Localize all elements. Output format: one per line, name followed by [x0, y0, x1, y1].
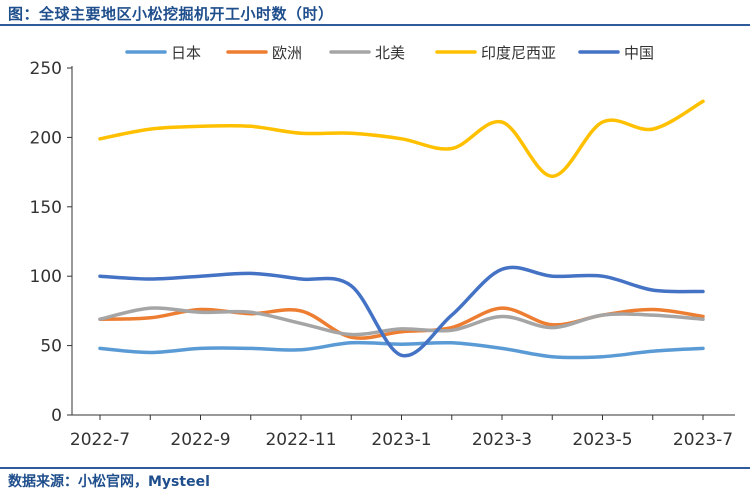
x-tick-labels: 2022-7 2022-9 2022-11 2023-1 2023-3 2023-5 202…: [70, 415, 733, 450]
x-tick-label: 2023-5: [572, 430, 632, 450]
legend-label: 欧洲: [272, 44, 302, 62]
legend-item-europe: 欧洲: [226, 44, 302, 62]
legend-item-indonesia: 印度尼西亚: [435, 44, 556, 62]
y-tick-label: 0: [51, 406, 62, 426]
legend-label: 日本: [171, 44, 201, 62]
figure-title: 图：全球主要地区小松挖掘机开工小时数（时）: [8, 5, 334, 23]
x-tick-label: 2023-7: [673, 430, 733, 450]
legend-label: 北美: [375, 44, 405, 62]
series-line-indonesia: [98, 99, 705, 179]
series-line-north-america: [98, 306, 705, 337]
x-tick-label: 2023-3: [472, 430, 532, 450]
y-tick-label: 200: [30, 128, 62, 148]
title-rule: [0, 24, 750, 26]
x-tick-label: 2022-11: [265, 430, 336, 450]
source-rule: [0, 467, 750, 469]
y-tick-label: 150: [30, 198, 62, 218]
y-tick-label: 250: [30, 59, 62, 79]
x-tick-label: 2022-9: [170, 430, 230, 450]
y-tick-label: 50: [40, 337, 62, 357]
y-tick-label: 100: [30, 267, 62, 287]
legend-label: 中国: [624, 44, 654, 62]
x-tick-label: 2023-1: [371, 430, 431, 450]
chart-legend: 日本 欧洲 北美 印度尼西亚 中国: [125, 44, 654, 62]
legend-item-north-america: 北美: [329, 44, 405, 62]
series-line-china: [98, 265, 705, 358]
figure-source: 数据来源：小松官网，Mysteel: [8, 474, 210, 490]
legend-label: 印度尼西亚: [481, 44, 556, 62]
series-lines: [98, 99, 705, 360]
chart-axes: [71, 66, 735, 416]
y-tick-labels: 0 50 100 150 200 250: [30, 59, 72, 426]
legend-item-japan: 日本: [125, 44, 201, 62]
legend-item-china: 中国: [578, 44, 654, 62]
x-tick-label: 2022-7: [70, 430, 130, 450]
series-line-japan: [98, 340, 705, 360]
